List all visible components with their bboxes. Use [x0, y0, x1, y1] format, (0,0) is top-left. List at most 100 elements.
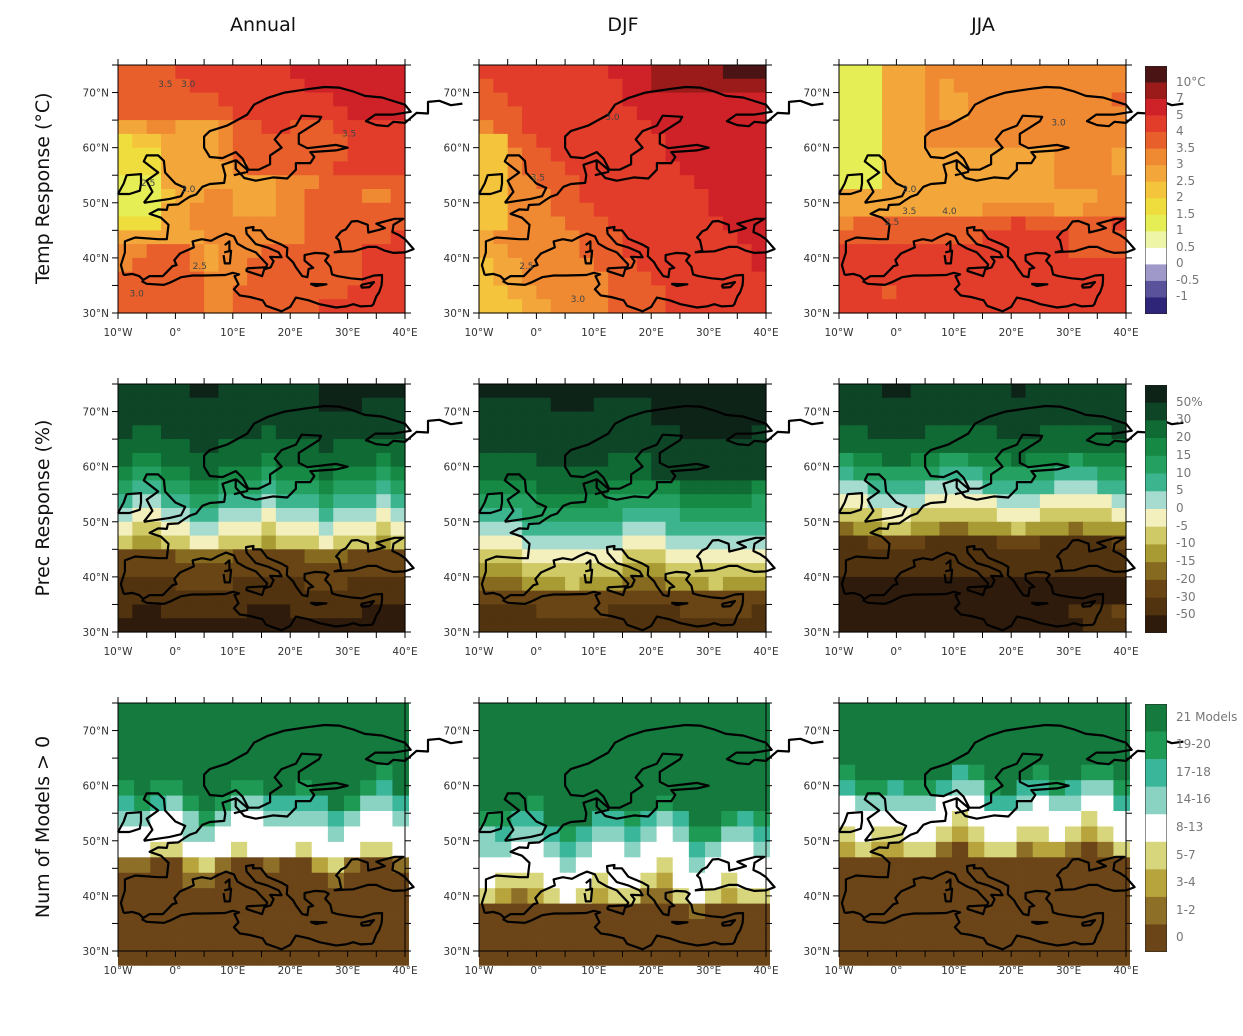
map-panel-prec-annual: 10°W 0° 10°E 20°E 30°E 40°E 70°N 60°N 50°N 40°N 30… [83, 378, 463, 658]
lon-tick-label: 40°E [392, 965, 417, 977]
lon-tick-label: 20°E [639, 646, 664, 658]
lon-tick-label: 10°W [104, 327, 134, 339]
field-layer [118, 703, 409, 966]
lat-tick-label: 50°N [804, 198, 830, 210]
lat-tick-label: 70°N [804, 726, 830, 738]
lon-tick-label: 0° [530, 965, 542, 977]
colorbar-swatch [1145, 597, 1167, 616]
row-title-temp: Temp Response (°C) [32, 92, 54, 284]
colorbar-swatch [1145, 420, 1167, 439]
legend-label: 0.5 [1176, 239, 1196, 254]
legend-label: 5 [1176, 483, 1184, 498]
row-title-models: Num of Models > 0 [32, 735, 54, 919]
legend-label: 3.5 [1176, 140, 1196, 155]
lon-tick-label: 40°E [1113, 327, 1138, 339]
lat-tick-label: 60°N [444, 781, 470, 793]
column-title-djf: DJF [607, 14, 639, 36]
legend-label: 1 [1176, 223, 1184, 238]
contour-label: 3.0 [130, 290, 145, 300]
lat-tick-label: 50°N [83, 198, 109, 210]
lat-tick-label: 50°N [83, 517, 109, 529]
lon-tick-label: 10°E [581, 965, 606, 977]
colorbar-swatch [1145, 132, 1167, 149]
colorbar-swatch [1145, 615, 1167, 633]
tick-marks [112, 697, 411, 957]
colorbar-swatch [1145, 115, 1167, 133]
tick-marks [112, 59, 411, 319]
lat-tick-label: 40°N [83, 253, 109, 265]
contour-label: 2.5 [885, 218, 899, 228]
lon-tick-label: 10°W [465, 965, 495, 977]
coastline [838, 404, 1184, 632]
legend-label: -30 [1176, 589, 1196, 604]
legend-label: -20 [1176, 571, 1196, 586]
map-svg: 10°W 0° 10°E 20°E 30°E 40°E 70°N 60°N 50°N 40°N 30… [804, 697, 1184, 977]
lat-tick-label: 70°N [444, 88, 470, 100]
map-panel-prec-djf: 10°W 0° 10°E 20°E 30°E 40°E 70°N 60°N 50°N 40°N 30… [444, 378, 824, 658]
coastline [478, 404, 824, 632]
lat-tick-label: 50°N [804, 836, 830, 848]
lon-tick-label: 20°E [999, 327, 1024, 339]
lon-tick-label: 40°E [392, 327, 417, 339]
lon-tick-label: 40°E [392, 646, 417, 658]
map-panel-prec-jja: 10°W 0° 10°E 20°E 30°E 40°E 70°N 60°N 50°N 40°N 30… [804, 378, 1184, 658]
lat-tick-label: 40°N [804, 253, 830, 265]
coastline [838, 85, 1184, 313]
legend-label: 17-18 [1176, 764, 1211, 779]
legend-label: 5 [1176, 107, 1184, 122]
map-panel-temp-djf: 3.0 3.5 2.5 3.0 10°W 0° 10°E 20°E 30°E 40°E 70°N 60… [444, 59, 824, 339]
lon-tick-label: 10°E [220, 327, 245, 339]
map-svg: 10°W 0° 10°E 20°E 30°E 40°E 70°N 60°N 50°N 40°N 30… [444, 378, 824, 658]
row-title-prec: Prec Response (%) [32, 419, 54, 597]
legend-label: 3 [1176, 157, 1184, 172]
legend-prec: 50% 30 20 15 10 5 0 -5 -10 -15 -20 -30 -50 [1145, 385, 1241, 633]
colorbar-swatch [1145, 759, 1167, 787]
lon-tick-label: 30°E [1056, 327, 1081, 339]
legend-label: 8-13 [1176, 820, 1204, 834]
colorbar-swatch [1145, 869, 1167, 898]
lat-tick-label: 70°N [83, 88, 109, 100]
lon-tick-label: 30°E [1056, 646, 1081, 658]
column-title-jja: JJA [971, 14, 995, 36]
lon-tick-label: 0° [890, 965, 902, 977]
coastline [117, 85, 463, 313]
coastline [478, 85, 824, 313]
contour-label: 3.5 [902, 207, 916, 217]
lat-tick-label: 70°N [804, 407, 830, 419]
tick-marks [833, 59, 1132, 319]
legend-label: -5 [1176, 518, 1188, 533]
lon-tick-label: 20°E [999, 965, 1024, 977]
colorbar-swatch [1145, 148, 1167, 166]
legend-label: 1-2 [1176, 902, 1196, 917]
legend-label: -50 [1176, 607, 1196, 622]
lat-tick-label: 50°N [444, 198, 470, 210]
lon-tick-label: 30°E [696, 965, 721, 977]
colorbar [1145, 385, 1167, 633]
lat-tick-label: 60°N [83, 781, 109, 793]
colorbar-swatch [1145, 562, 1167, 581]
contour-label: 3.0 [1051, 119, 1066, 129]
colorbar-swatch [1145, 385, 1167, 404]
colorbar-swatch [1145, 280, 1167, 298]
colorbar-swatch [1145, 579, 1167, 598]
legend-label: 21 Models [1176, 709, 1238, 724]
lon-tick-label: 40°E [753, 327, 778, 339]
lat-tick-label: 50°N [83, 836, 109, 848]
contour-label: 2.5 [519, 262, 533, 272]
contour-label: 3.5 [342, 130, 356, 140]
legend-label: 1.5 [1176, 206, 1196, 221]
contour-label: 2.5 [141, 179, 155, 189]
lon-tick-label: 20°E [639, 965, 664, 977]
map-svg: 10°W 0° 10°E 20°E 30°E 40°E 70°N 60°N 50°N 40°N 30… [83, 378, 463, 658]
lon-tick-label: 10°W [465, 327, 495, 339]
lat-tick-label: 70°N [444, 726, 470, 738]
lat-tick-label: 60°N [444, 462, 470, 474]
lat-tick-label: 60°N [444, 143, 470, 155]
colorbar-swatch [1145, 247, 1167, 265]
contour-label: 4.0 [942, 207, 957, 217]
lat-tick-label: 40°N [804, 891, 830, 903]
lon-tick-label: 40°E [1113, 965, 1138, 977]
map-panel-temp-annual: 3.5 3.0 3.5 2.5 3.0 2.5 3.0 10°W 0° 10°E 20°E 30°E 4… [83, 59, 463, 339]
contour-label: 3.0 [571, 295, 586, 305]
legend-label: 5-7 [1176, 847, 1196, 862]
